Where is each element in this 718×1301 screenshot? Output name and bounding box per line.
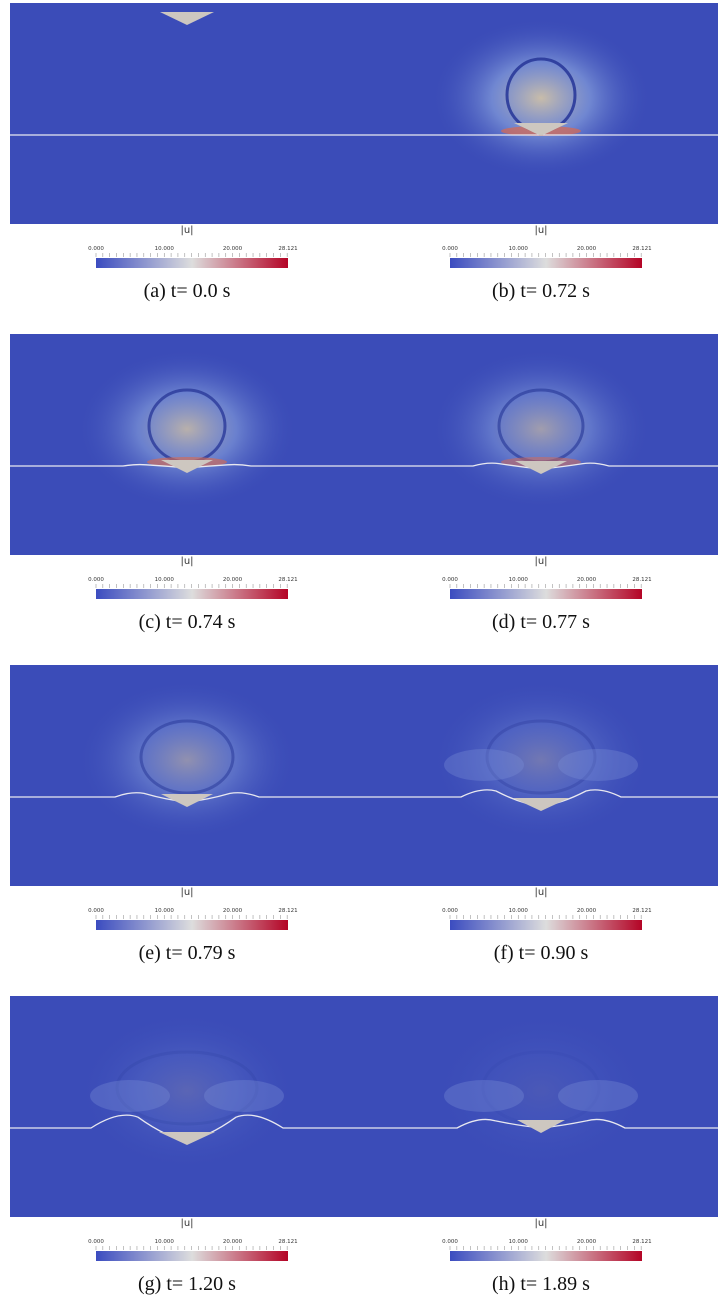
- colorbar: 0.000 10.000 20.000 28.121: [364, 239, 718, 271]
- simulation-image: [364, 334, 718, 555]
- colorbar-bar: [96, 258, 288, 268]
- colorbar: 0.000 10.000 20.000 28.121: [364, 901, 718, 933]
- subfigure: |u| 0.000 10.000 20.000 28.121 (h) t= 1.89 s: [364, 996, 718, 1301]
- colorbar-tick-label: 0.000: [88, 577, 104, 583]
- caption: (a) t= 0.0 s: [10, 280, 364, 303]
- colorbar-bar: [450, 258, 642, 268]
- colorbar-tick-label: 20.000: [577, 908, 597, 914]
- vortex-right: [558, 749, 638, 781]
- colorbar-tick-label: 20.000: [223, 1239, 243, 1245]
- colorbar-tick-label: 0.000: [88, 908, 104, 914]
- subfigure: |u| 0.000 10.000 20.000 28.121 (f) t= 0.90 s: [364, 665, 718, 975]
- velocity-glow: [77, 349, 297, 509]
- colorbar-tick-label: 10.000: [509, 908, 529, 914]
- subfigure: |u| 0.000 10.000 20.000 28.121 (g) t= 1.20 s: [10, 996, 364, 1301]
- colorbar-tick-label: 20.000: [577, 246, 597, 252]
- colorbar-tick-label: 28.121: [632, 908, 651, 914]
- colorbar: 0.000 10.000 20.000 28.121: [364, 570, 718, 602]
- colorbar-tick-label: 0.000: [442, 1239, 458, 1245]
- colorbar-title: |u|: [10, 1218, 364, 1229]
- colorbar-tick-label: 28.121: [278, 1239, 297, 1245]
- subfigure: |u| 0.000 10.000 20.000 28.121 (a) t= 0.0 s: [10, 3, 364, 313]
- subfigure: |u| 0.000 10.000 20.000 28.121 (d) t= 0.77 s: [364, 334, 718, 644]
- velocity-glow: [431, 18, 651, 178]
- vortex-right: [558, 1080, 638, 1112]
- colorbar-tick-label: 10.000: [155, 1239, 175, 1245]
- colorbar-tick-label: 0.000: [88, 1239, 104, 1245]
- vortex-left: [444, 749, 524, 781]
- colorbar-title: |u|: [364, 225, 718, 236]
- colorbar: 0.000 10.000 20.000 28.121: [10, 570, 364, 602]
- subfigure: |u| 0.000 10.000 20.000 28.121 (b) t= 0.72 s: [364, 3, 718, 313]
- simulation-image: [10, 996, 364, 1217]
- colorbar-bar: [450, 1251, 642, 1261]
- colorbar-tick-label: 0.000: [442, 577, 458, 583]
- colorbar-title: |u|: [10, 225, 364, 236]
- colorbar-tick-label: 0.000: [442, 246, 458, 252]
- colorbar-title: |u|: [364, 556, 718, 567]
- simulation-image: [10, 665, 364, 886]
- simulation-image: [10, 334, 364, 555]
- velocity-glow: [77, 680, 297, 840]
- caption: (c) t= 0.74 s: [10, 611, 364, 634]
- colorbar-tick-label: 28.121: [632, 577, 651, 583]
- colorbar: 0.000 10.000 20.000 28.121: [10, 901, 364, 933]
- velocity-glow: [431, 349, 651, 509]
- colorbar-title: |u|: [364, 887, 718, 898]
- caption: (e) t= 0.79 s: [10, 942, 364, 965]
- colorbar-bar: [450, 920, 642, 930]
- colorbar-tick-label: 10.000: [509, 1239, 529, 1245]
- colorbar-tick-label: 20.000: [577, 1239, 597, 1245]
- simulation-image: [10, 3, 364, 224]
- colorbar-tick-label: 0.000: [442, 908, 458, 914]
- subfigure: |u| 0.000 10.000 20.000 28.121 (e) t= 0.79 s: [10, 665, 364, 975]
- background: [10, 3, 364, 224]
- colorbar-tick-label: 28.121: [278, 577, 297, 583]
- colorbar-tick-label: 20.000: [223, 908, 243, 914]
- vortex-left: [444, 1080, 524, 1112]
- colorbar-tick-label: 0.000: [88, 246, 104, 252]
- colorbar-bar: [96, 1251, 288, 1261]
- colorbar-bar: [96, 920, 288, 930]
- vortex-right: [204, 1080, 284, 1112]
- caption: (b) t= 0.72 s: [364, 280, 718, 303]
- colorbar-tick-label: 20.000: [223, 577, 243, 583]
- colorbar-title: |u|: [364, 1218, 718, 1229]
- colorbar: 0.000 10.000 20.000 28.121: [10, 239, 364, 271]
- subfigure: |u| 0.000 10.000 20.000 28.121 (c) t= 0.74 s: [10, 334, 364, 644]
- colorbar-bar: [96, 589, 288, 599]
- colorbar-tick-label: 10.000: [509, 577, 529, 583]
- colorbar-title: |u|: [10, 556, 364, 567]
- simulation-image: [364, 996, 718, 1217]
- caption: (g) t= 1.20 s: [10, 1273, 364, 1296]
- colorbar-tick-label: 10.000: [155, 908, 175, 914]
- colorbar-tick-label: 20.000: [577, 577, 597, 583]
- figure: |u|0.00010.00020.00028.121(a) t= 0.0 s|u…: [0, 0, 718, 1301]
- colorbar-tick-label: 28.121: [632, 1239, 651, 1245]
- colorbar-tick-label: 28.121: [632, 246, 651, 252]
- colorbar-tick-label: 10.000: [509, 246, 529, 252]
- caption: (d) t= 0.77 s: [364, 611, 718, 634]
- simulation-image: [364, 3, 718, 224]
- colorbar-tick-label: 28.121: [278, 908, 297, 914]
- colorbar-bar: [450, 589, 642, 599]
- colorbar-tick-label: 20.000: [223, 246, 243, 252]
- caption: (h) t= 1.89 s: [364, 1273, 718, 1296]
- colorbar-tick-label: 28.121: [278, 246, 297, 252]
- colorbar-tick-label: 10.000: [155, 577, 175, 583]
- simulation-image: [364, 665, 718, 886]
- colorbar: 0.000 10.000 20.000 28.121: [364, 1232, 718, 1264]
- colorbar-title: |u|: [10, 887, 364, 898]
- colorbar-tick-label: 10.000: [155, 246, 175, 252]
- colorbar: 0.000 10.000 20.000 28.121: [10, 1232, 364, 1264]
- caption: (f) t= 0.90 s: [364, 942, 718, 965]
- vortex-left: [90, 1080, 170, 1112]
